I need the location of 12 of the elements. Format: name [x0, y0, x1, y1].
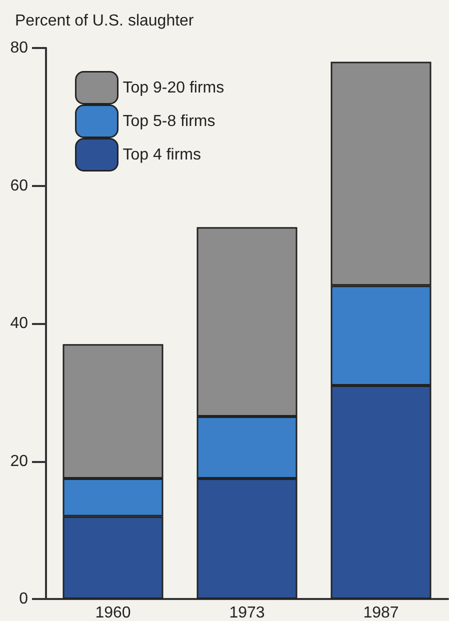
y-tick-label: 20: [10, 452, 28, 470]
y-tick-label: 80: [10, 40, 28, 56]
legend-label: Top 5-8 firms: [122, 112, 216, 130]
x-tick-label: 1987: [363, 604, 399, 621]
y-tick-label: 60: [10, 177, 28, 194]
x-tick-label: 1960: [95, 604, 131, 621]
legend-label: Top 9-20 firms: [122, 79, 224, 96]
x-tick-label: 1973: [229, 604, 265, 621]
y-axis-title: Percent of U.S. slaughter: [15, 12, 194, 30]
y-tick-label: 40: [10, 315, 28, 332]
legend-label: Top 4 firms: [122, 146, 201, 164]
y-tick-label: 0: [19, 590, 28, 608]
